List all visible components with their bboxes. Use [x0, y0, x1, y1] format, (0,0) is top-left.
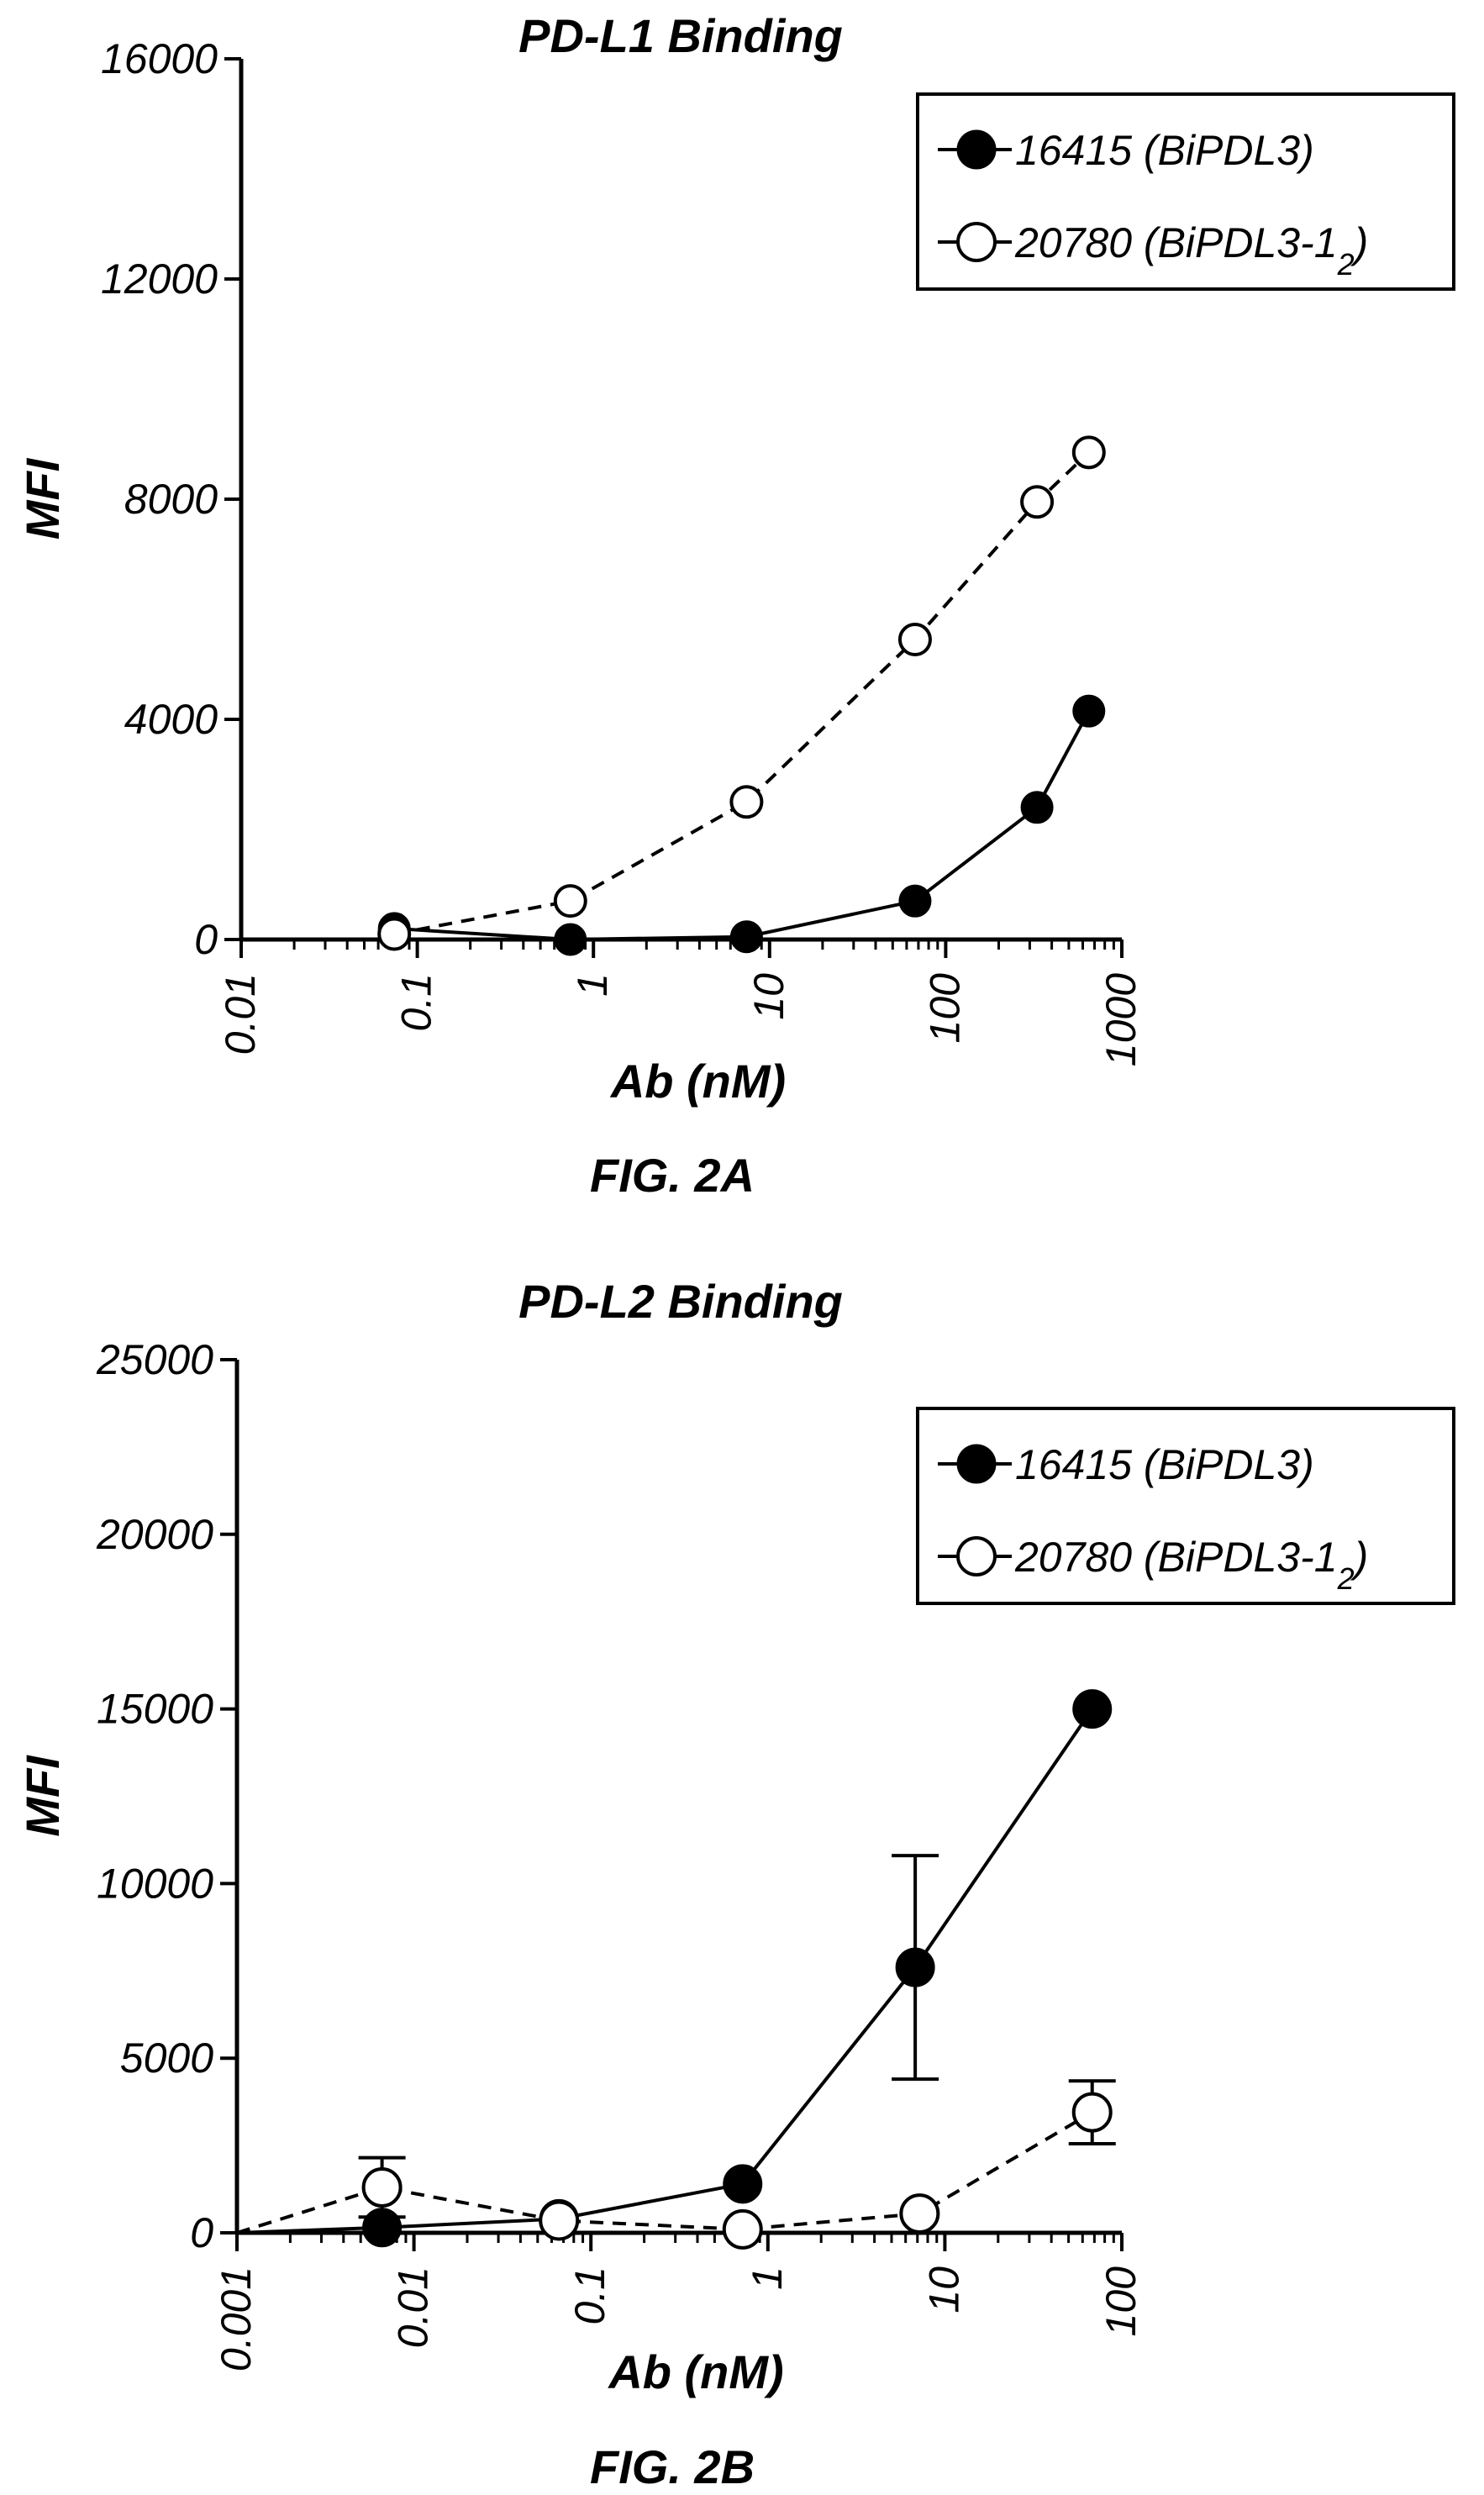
data-point — [361, 2166, 403, 2208]
legend-marker — [956, 222, 997, 262]
x-axis-label: Ab (nM) — [607, 2345, 783, 2398]
chart-title: PD-L1 Binding — [518, 9, 843, 62]
series-line — [394, 710, 1091, 942]
x-tick-label: 100 — [921, 973, 968, 1044]
y-axis-label: MFI — [16, 1755, 69, 1837]
y-tick-label: 20000 — [96, 1511, 213, 1558]
data-point — [898, 884, 932, 918]
chart-panel-fig-2b: PD-L2 Binding 0 5000 10000 15000 20000 25000 0.… — [16, 1275, 1455, 2493]
y-tick-label: 10000 — [97, 1860, 213, 1907]
figure-label: FIG. 2B — [590, 2440, 755, 2493]
legend-label: 20780 (BiPDL3-12) — [1014, 219, 1368, 282]
data-point — [1072, 694, 1106, 728]
series-line — [236, 1708, 1094, 2234]
y-axis-label: MFI — [16, 457, 69, 540]
series-line — [393, 450, 1091, 936]
data-point — [554, 923, 587, 956]
chart-panel-fig-2a: PD-L1 Binding 0 4000 8000 12000 16000 0.01 0.1 1… — [16, 9, 1455, 1202]
legend-box — [916, 92, 1455, 291]
x-tick-label: 100 — [1097, 2266, 1145, 2337]
y-tick-label: 16000 — [101, 35, 218, 82]
x-tick-label: 10 — [920, 2266, 967, 2313]
data-point — [895, 1947, 935, 1987]
legend-label-subscript: 2 — [1337, 247, 1355, 282]
legend-label-suffix: ) — [1350, 219, 1369, 266]
legend-label-suffix: ) — [1350, 1534, 1369, 1581]
data-point — [1020, 791, 1054, 824]
chart-title: PD-L2 Binding — [518, 1275, 843, 1328]
legend-marker — [956, 129, 997, 170]
legend-box — [916, 1407, 1455, 1605]
y-tick-label: 0 — [194, 916, 218, 963]
x-tick-label: 0.01 — [217, 973, 264, 1055]
legend-label: 16415 (BiPDL3) — [1015, 127, 1314, 174]
x-tick-label: 0.1 — [566, 2266, 613, 2325]
legend-label: 20780 (BiPDL3-12) — [1014, 1534, 1368, 1596]
x-tick-label: 10 — [745, 973, 792, 1020]
data-point — [729, 920, 763, 954]
legend-label-text: 20780 (BiPDL3-1 — [1014, 219, 1338, 266]
x-tick-label: 0.01 — [390, 2266, 437, 2348]
y-tick-label: 5000 — [120, 2034, 213, 2082]
figure-label: FIG. 2A — [590, 1149, 755, 1202]
series-line — [236, 2110, 1093, 2234]
y-tick-label: 4000 — [124, 696, 218, 743]
legend-marker — [956, 1536, 997, 1576]
data-point — [899, 2193, 940, 2234]
y-tick-label: 8000 — [124, 476, 218, 523]
legend-label-text: 16415 (BiPDL3) — [1015, 1441, 1314, 1488]
x-tick-label: 0.001 — [213, 2266, 260, 2371]
x-tick-label: 0.1 — [393, 973, 440, 1032]
legend-label-text: 20780 (BiPDL3-1 — [1014, 1534, 1338, 1581]
legend-label-subscript: 2 — [1337, 1561, 1355, 1596]
y-tick-label: 0 — [190, 2209, 213, 2256]
y-tick-label: 12000 — [101, 255, 218, 303]
legend-label: 16415 (BiPDL3) — [1015, 1441, 1314, 1488]
data-point — [1071, 2092, 1113, 2133]
data-point — [1071, 435, 1106, 470]
x-tick-label: 1 — [744, 2266, 791, 2290]
y-tick-label: 15000 — [97, 1686, 213, 1733]
y-tick-label: 25000 — [96, 1336, 213, 1383]
x-tick-label: 1 — [569, 973, 616, 997]
x-axis-label: Ab (nM) — [609, 1055, 786, 1108]
data-point — [539, 2200, 580, 2241]
data-point — [553, 884, 587, 919]
data-point — [1020, 485, 1055, 519]
data-point — [722, 2208, 763, 2250]
data-point — [723, 2164, 763, 2204]
legend-label-text: 16415 (BiPDL3) — [1015, 127, 1314, 174]
x-tick-label: 1000 — [1097, 973, 1145, 1066]
data-point — [897, 623, 932, 657]
legend-marker — [956, 1444, 997, 1484]
data-point — [1072, 1689, 1113, 1729]
data-point — [377, 917, 412, 951]
data-point — [729, 785, 764, 819]
